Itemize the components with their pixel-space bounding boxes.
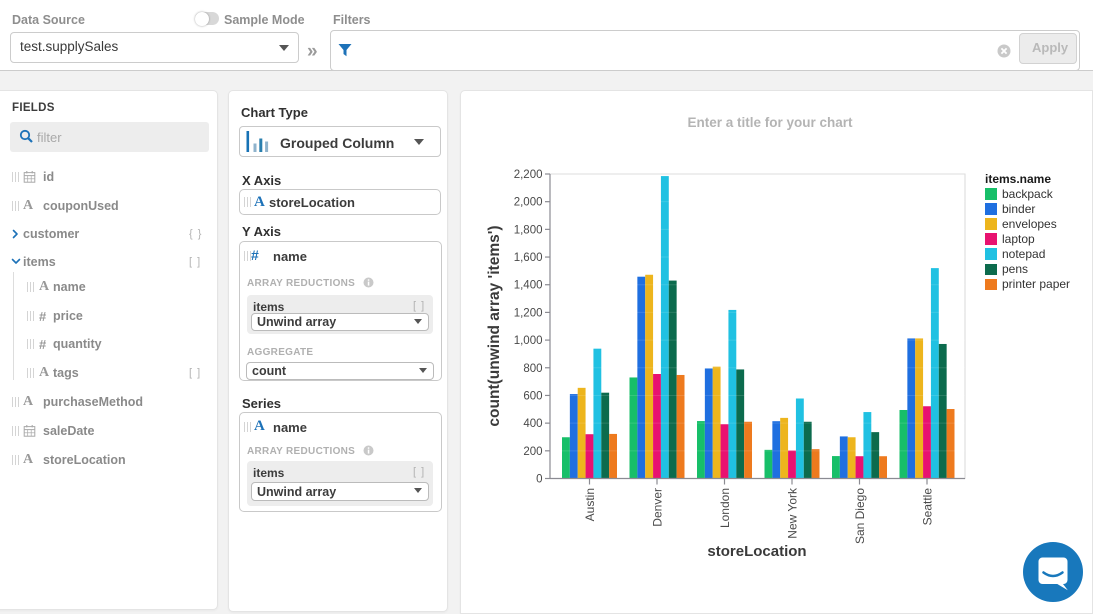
svg-text:New York: New York — [786, 487, 800, 539]
svg-text:800: 800 — [523, 363, 542, 375]
svg-text:1,400: 1,400 — [514, 280, 543, 292]
svg-text:Austin: Austin — [583, 488, 597, 521]
svg-text:San Diego: San Diego — [853, 488, 867, 544]
svg-text:1,600: 1,600 — [514, 252, 543, 264]
svg-text:storeLocation: storeLocation — [707, 543, 806, 560]
svg-text:1,800: 1,800 — [514, 224, 543, 236]
svg-text:1,000: 1,000 — [514, 335, 543, 347]
svg-text:Denver: Denver — [651, 488, 665, 527]
svg-text:2,000: 2,000 — [514, 197, 543, 209]
svg-text:Seattle: Seattle — [921, 488, 935, 526]
svg-text:400: 400 — [523, 418, 542, 430]
svg-text:200: 200 — [523, 446, 542, 458]
svg-text:2,200: 2,200 — [514, 169, 543, 181]
svg-text:0: 0 — [536, 474, 542, 486]
svg-text:count(unwind array 'items'): count(unwind array 'items') — [486, 225, 503, 426]
svg-text:London: London — [718, 488, 732, 528]
svg-text:600: 600 — [523, 390, 542, 402]
svg-text:1,200: 1,200 — [514, 307, 543, 319]
